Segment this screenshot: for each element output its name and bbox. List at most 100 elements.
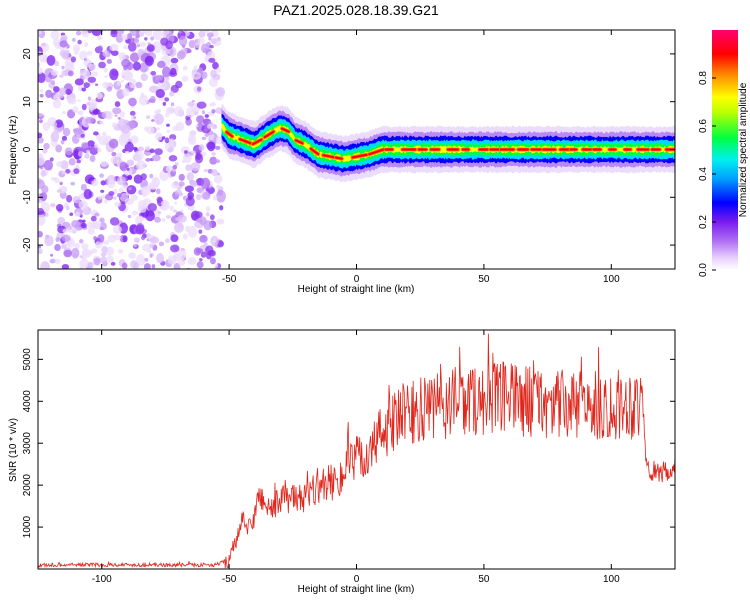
noise-speckle [45,89,53,99]
noise-speckle [87,30,93,34]
noise-speckle [96,34,103,41]
noise-speckle [161,136,166,140]
noise-speckle [113,188,118,194]
ridge-peak [351,153,368,159]
noise-speckle [58,87,68,96]
noise-speckle [80,222,87,229]
noise-speckle [83,41,89,48]
noise-speckle [77,39,82,45]
noise-speckle [61,170,66,175]
noise-speckle [146,126,155,135]
noise-speckle [53,177,60,184]
colorbar-label: Normalized spectral amplitude [738,82,749,217]
noise-speckle [140,73,149,82]
noise-speckle [70,181,76,186]
noise-speckle [164,112,170,118]
noise-speckle [166,129,170,134]
noise-speckle [211,124,218,130]
noise-speckle [211,239,217,243]
noise-speckle [168,91,175,97]
noise-speckle [178,35,188,47]
x-tick-label: 50 [478,574,490,585]
noise-speckle [143,263,151,269]
noise-speckle [100,256,107,264]
noise-speckle [77,146,83,152]
noise-speckle [167,106,174,114]
noise-speckle [91,221,99,230]
noise-speckle [121,262,128,269]
noise-speckle [103,199,109,204]
noise-speckle [205,245,214,256]
noise-speckle [83,58,92,68]
noise-speckle [49,157,54,162]
noise-speckle [38,67,44,75]
noise-speckle [56,189,62,193]
noise-speckle [162,101,167,106]
noise-speckle [39,93,44,98]
noise-speckle [195,124,199,127]
noise-speckle [130,37,135,43]
noise-speckle [133,150,144,161]
noise-speckle [196,261,204,269]
ridge-peak [251,138,263,146]
noise-speckle [75,164,79,169]
noise-speckle [137,204,147,213]
noise-speckle [99,222,107,231]
noise-speckle [93,131,99,136]
noise-speckle [177,257,186,267]
noise-speckle [190,181,198,187]
noise-speckle [102,81,109,89]
noise-speckle [219,205,224,211]
noise-speckle [145,158,151,162]
noise-speckle [149,236,159,244]
noise-speckle [38,112,43,118]
noise-speckle [146,44,155,52]
noise-speckle [145,210,155,222]
noise-speckle [208,133,215,141]
noise-speckle [113,196,117,200]
noise-speckle [156,252,165,264]
noise-speckle [206,123,214,129]
y-tick-label: 4000 [22,390,33,413]
noise-speckle [185,164,192,172]
noise-speckle [55,258,61,265]
noise-speckle [97,234,105,243]
noise-speckle [170,102,175,107]
noise-speckle [79,258,90,269]
noise-speckle [133,262,140,269]
noise-speckle [175,193,179,197]
noise-speckle [81,201,85,205]
ridge-peak [334,156,343,160]
noise-speckle [99,120,105,125]
noise-speckle [121,58,131,68]
noise-speckle [194,41,200,49]
noise-speckle [210,257,216,265]
noise-speckle [172,252,180,262]
noise-speckle [180,209,184,213]
noise-speckle [123,70,134,81]
noise-speckle [39,88,44,93]
noise-speckle [188,135,194,142]
noise-speckle [61,263,70,269]
noise-speckle [67,70,74,77]
noise-speckle [75,30,82,36]
noise-speckle [72,106,79,113]
noise-speckle [178,173,185,181]
noise-speckle [66,226,76,233]
noise-speckle [119,161,128,172]
noise-speckle [105,255,115,263]
colorbar-tick-label: 0.4 [698,167,709,181]
colorbar-tick-label: 0.0 [698,263,709,277]
noise-speckle [187,226,198,238]
noise-speckle [109,68,119,81]
noise-speckle [204,30,210,34]
noise-speckle [127,174,133,180]
noise-speckle [114,201,121,207]
noise-speckle [121,34,129,41]
noise-speckle [101,245,108,253]
spectrogram-x-axis-label: Height of straight line (km) [298,284,415,295]
noise-speckle [58,94,64,99]
noise-speckle [129,52,140,63]
noise-speckle [61,244,67,249]
